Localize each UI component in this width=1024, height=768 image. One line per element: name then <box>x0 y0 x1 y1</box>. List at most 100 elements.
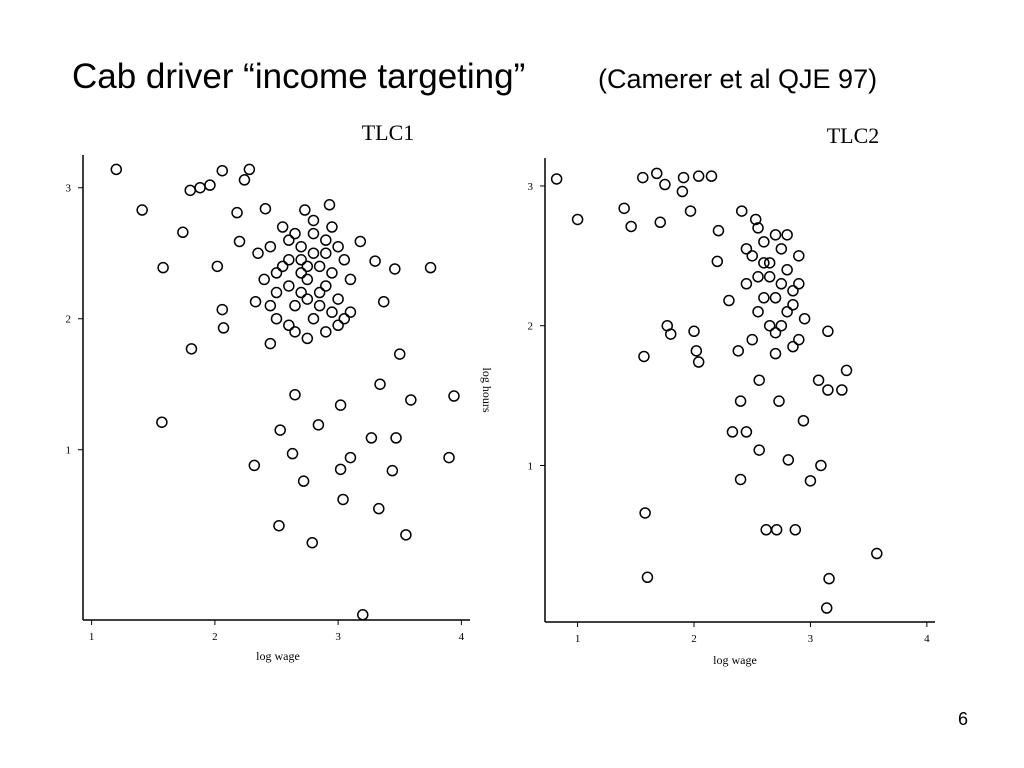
point <box>443 451 455 464</box>
point <box>283 319 295 332</box>
point <box>651 167 663 180</box>
point <box>654 216 667 229</box>
point <box>781 305 793 318</box>
point <box>769 347 782 360</box>
point <box>270 286 283 299</box>
point <box>184 184 196 197</box>
point <box>334 399 347 411</box>
point <box>424 261 437 274</box>
point <box>797 414 810 427</box>
point <box>369 255 381 267</box>
point <box>217 322 230 334</box>
point <box>326 306 338 318</box>
point <box>216 164 229 177</box>
point <box>231 206 243 219</box>
point <box>313 299 326 312</box>
point <box>337 493 349 506</box>
point <box>252 247 264 259</box>
point <box>820 602 833 614</box>
point <box>775 319 788 332</box>
point <box>354 235 367 248</box>
point <box>270 312 283 325</box>
point <box>769 292 782 304</box>
point <box>273 519 285 532</box>
point <box>775 278 788 290</box>
point <box>752 271 764 283</box>
point <box>726 426 739 438</box>
y-tick-label: 3 <box>528 181 534 193</box>
point <box>793 278 805 290</box>
point <box>264 299 277 312</box>
point <box>781 229 793 241</box>
point <box>769 326 782 339</box>
point <box>301 260 314 273</box>
point <box>625 220 637 233</box>
point <box>332 293 344 305</box>
point <box>389 263 401 275</box>
point <box>211 260 224 273</box>
x-tick-label: 3 <box>808 633 814 645</box>
point <box>692 170 705 182</box>
point <box>177 226 189 239</box>
y-tick-label: 1 <box>66 445 72 457</box>
point <box>357 609 369 621</box>
point <box>705 170 718 182</box>
point <box>299 204 311 216</box>
point <box>753 444 765 456</box>
point <box>692 356 705 368</box>
point <box>789 524 802 536</box>
point <box>326 267 338 279</box>
point <box>773 395 785 407</box>
point <box>690 345 703 357</box>
point <box>243 163 256 176</box>
chart-title: TLC2 <box>827 123 880 148</box>
chart-title: TLC1 <box>362 120 415 145</box>
point <box>248 459 261 472</box>
point <box>258 273 270 286</box>
point <box>769 229 782 241</box>
x-axis-label: log wage <box>713 653 757 667</box>
point <box>664 328 677 340</box>
point <box>823 572 835 585</box>
point <box>283 254 295 266</box>
point <box>782 454 795 466</box>
x-axis-label: log wage <box>256 649 300 663</box>
x-tick-label: 1 <box>575 633 581 645</box>
point <box>320 234 332 246</box>
point <box>307 247 320 259</box>
x-tick-label: 2 <box>691 633 697 645</box>
point <box>338 254 351 266</box>
x-tick-label: 1 <box>89 631 95 643</box>
x-tick-label: 4 <box>924 633 930 645</box>
x-tick-label: 4 <box>459 631 465 643</box>
point <box>804 475 817 487</box>
point <box>770 524 783 536</box>
point <box>752 222 764 234</box>
point <box>259 202 272 215</box>
point <box>295 254 307 266</box>
point <box>136 204 148 216</box>
point <box>641 571 654 584</box>
point <box>405 394 417 406</box>
point <box>338 312 351 325</box>
point <box>676 185 689 198</box>
point <box>638 350 650 363</box>
x-tick-label: 2 <box>212 631 218 643</box>
point <box>390 432 402 444</box>
point <box>763 257 776 269</box>
point <box>688 325 700 338</box>
point <box>712 224 725 237</box>
point <box>156 416 168 428</box>
point <box>734 395 747 407</box>
point <box>110 163 123 176</box>
point <box>793 250 805 262</box>
point <box>238 174 251 186</box>
point <box>289 299 301 312</box>
point <box>659 178 671 191</box>
point <box>787 340 799 353</box>
point <box>332 319 344 332</box>
point <box>787 285 799 297</box>
point <box>374 378 386 390</box>
point <box>301 293 314 305</box>
